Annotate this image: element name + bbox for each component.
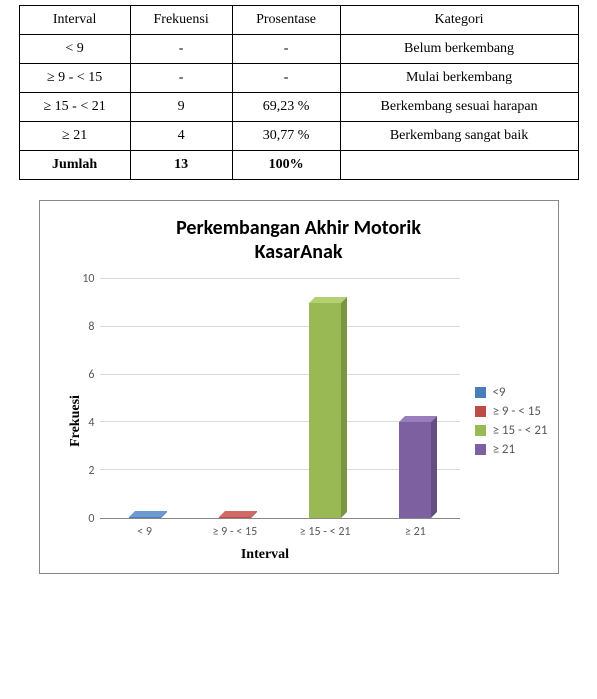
x-tick-label: ≥ 9 - < 15 (205, 525, 265, 539)
header-kategori: Kategori (340, 6, 578, 35)
legend-swatch (475, 444, 486, 455)
cell-total-label: Jumlah (19, 151, 130, 180)
cell-total-prosentase: 100% (232, 151, 340, 180)
table-row: ≥ 9 - < 15 - - Mulai berkembang (19, 64, 578, 93)
bar-top-face (399, 416, 437, 422)
bar-slot (205, 279, 265, 518)
legend-label: ≥ 9 - < 15 (492, 404, 540, 419)
cell-frekuensi: - (130, 35, 232, 64)
table-row: < 9 - - Belum berkembang (19, 35, 578, 64)
legend-label: ≥ 15 - < 21 (492, 423, 547, 438)
table-row: ≥ 21 4 30,77 % Berkembang sangat baik (19, 122, 578, 151)
legend-swatch (475, 425, 486, 436)
legend-swatch (475, 387, 486, 398)
bar-top-face (129, 511, 167, 517)
bar-top-face (309, 297, 347, 303)
x-tick-label: ≥ 15 - < 21 (295, 525, 355, 539)
cell-total-kategori (340, 151, 578, 180)
chart-legend: <9 ≥ 9 - < 15 ≥ 15 - < 21 ≥ 21 (460, 381, 547, 461)
bar-slot (115, 279, 175, 518)
bar-side-face (161, 511, 167, 518)
legend-item: <9 (475, 385, 547, 400)
chart-title-line1: Perkembangan Akhir Motorik (176, 216, 421, 240)
cell-kategori: Mulai berkembang (340, 64, 578, 93)
chart-title: Perkembangan Akhir Motorik KasarAnak (50, 216, 548, 264)
chart-bar (129, 517, 161, 518)
chart-body: Frekuesi 0246810 < 9≥ 9 - < 15≥ 15 - < 2… (50, 279, 548, 563)
ylabel-wrap: Frekuesi (50, 413, 70, 429)
bar-top-face (219, 511, 257, 517)
legend-item: ≥ 15 - < 21 (475, 423, 547, 438)
cell-prosentase: 30,77 % (232, 122, 340, 151)
cell-frekuensi: - (130, 64, 232, 93)
chart-bar (309, 303, 341, 518)
plot-area: 0246810 (70, 279, 461, 519)
header-prosentase: Prosentase (232, 6, 340, 35)
table-row: ≥ 15 - < 21 9 69,23 % Berkembang sesuai … (19, 93, 578, 122)
legend-item: ≥ 9 - < 15 (475, 404, 547, 419)
cell-prosentase: - (232, 64, 340, 93)
chart-bar (399, 422, 431, 518)
grid-bars-area (100, 279, 461, 519)
cell-kategori: Berkembang sesuai harapan (340, 93, 578, 122)
x-tick-label: < 9 (115, 525, 175, 539)
cell-frekuensi: 9 (130, 93, 232, 122)
table-body: < 9 - - Belum berkembang ≥ 9 - < 15 - - … (19, 35, 578, 180)
x-axis-labels: < 9 ≥ 9 - < 15 ≥ 15 - < 21 ≥ 21 (100, 525, 461, 539)
bar-slot (385, 279, 445, 518)
cell-total-frekuensi: 13 (130, 151, 232, 180)
legend-item: ≥ 21 (475, 442, 547, 457)
legend-swatch (475, 406, 486, 417)
legend-label: <9 (492, 385, 505, 400)
y-tick-label: 0 (88, 512, 94, 526)
chart-bar (219, 517, 251, 518)
y-axis: 0246810 (70, 279, 100, 519)
cell-prosentase: - (232, 35, 340, 64)
plot-wrap: 0246810 < 9≥ 9 - < 15≥ 15 - < 21≥ 21 Int… (70, 279, 461, 563)
y-tick-label: 2 (88, 464, 94, 478)
cell-interval: ≥ 15 - < 21 (19, 93, 130, 122)
data-table: Interval Frekuensi Prosentase Kategori <… (19, 5, 579, 180)
chart-title-line2: KasarAnak (255, 240, 343, 264)
x-tick-label: ≥ 21 (385, 525, 445, 539)
bar-slot (295, 279, 355, 518)
cell-interval: ≥ 21 (19, 122, 130, 151)
cell-interval: ≥ 9 - < 15 (19, 64, 130, 93)
cell-frekuensi: 4 (130, 122, 232, 151)
header-frekuensi: Frekuensi (130, 6, 232, 35)
chart-container: Perkembangan Akhir Motorik KasarAnak Fre… (39, 200, 559, 574)
bar-side-face (431, 416, 437, 518)
x-axis-label: Interval (70, 547, 461, 563)
y-tick-label: 8 (88, 320, 94, 334)
y-tick-label: 6 (88, 368, 94, 382)
cell-prosentase: 69,23 % (232, 93, 340, 122)
table-footer-row: Jumlah 13 100% (19, 151, 578, 180)
legend-label: ≥ 21 (492, 442, 515, 457)
table-header-row: Interval Frekuensi Prosentase Kategori (19, 6, 578, 35)
bar-side-face (341, 297, 347, 518)
cell-kategori: Berkembang sangat baik (340, 122, 578, 151)
cell-interval: < 9 (19, 35, 130, 64)
y-tick-label: 10 (82, 272, 94, 286)
cell-kategori: Belum berkembang (340, 35, 578, 64)
bars-group (100, 279, 461, 518)
y-tick-label: 4 (88, 416, 94, 430)
header-interval: Interval (19, 6, 130, 35)
bar-side-face (251, 511, 257, 518)
